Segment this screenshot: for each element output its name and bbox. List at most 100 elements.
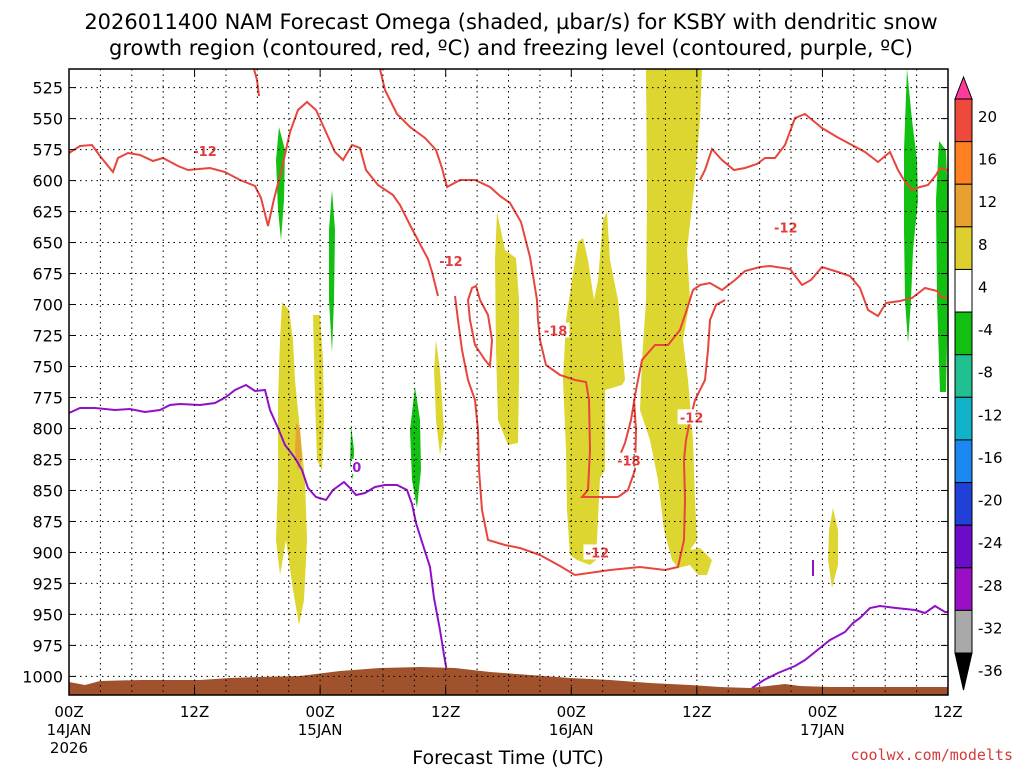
colorbar-top-arrow	[954, 75, 973, 100]
x-tick-date: 17JAN	[800, 721, 845, 739]
colorbar-label: -32	[978, 619, 1003, 637]
y-tick-label: 925	[32, 574, 63, 593]
colorbar-band	[954, 141, 973, 185]
plot-frame	[68, 68, 949, 696]
colorbar: 20 16 12 8 4 -4 -8 -12 -16 -20 -24 -28 -32 -36	[954, 75, 1003, 691]
omega-positive-region	[313, 315, 324, 470]
omega-negative-region	[936, 141, 948, 392]
colorbar-band	[954, 354, 973, 398]
contour-label-bg	[350, 458, 363, 474]
colorbar-label: -24	[978, 534, 1003, 552]
contour-label-bg	[541, 322, 570, 338]
x-tick-label: 12Z	[682, 703, 711, 721]
x-tick-label: 12Z	[180, 703, 209, 721]
colorbar-bottom-arrow	[954, 652, 973, 691]
colorbar-label: -20	[978, 492, 1003, 510]
y-tick-label: 825	[32, 450, 63, 469]
omega-positive-region	[276, 302, 307, 625]
dgz-contour	[699, 112, 949, 192]
x-tick-label: 12Z	[431, 703, 460, 721]
dgz-contour	[68, 100, 439, 297]
credit-text: coolwx.com/modelts	[850, 746, 1013, 764]
contour-label-bg	[614, 452, 643, 468]
colorbar-label: 4	[978, 278, 988, 296]
y-tick-label: 975	[32, 636, 63, 655]
x-tick-label: 12Z	[933, 703, 962, 721]
omega-positive-region	[828, 508, 838, 588]
contour-label: -18	[544, 325, 568, 340]
colorbar-label: -16	[978, 449, 1003, 467]
x-tick-date: 16JAN	[549, 721, 594, 739]
y-tick-label: 750	[32, 358, 63, 377]
freezing-level-contour	[68, 383, 448, 673]
y-tick-label: 675	[32, 265, 63, 284]
omega-negative-region	[410, 387, 421, 508]
dgz-contour	[617, 264, 949, 461]
contour-label: 0	[352, 461, 361, 476]
colorbar-band	[954, 482, 973, 526]
y-tick-label: 1000	[22, 667, 63, 686]
omega-shading	[276, 69, 948, 625]
y-tick-label: 900	[32, 543, 63, 562]
omega-positive-region	[640, 69, 712, 575]
y-tick-label: 850	[32, 481, 63, 500]
x-tick-label: 00Z	[808, 703, 837, 721]
y-tick-label: 650	[32, 234, 63, 253]
y-tick-label: 800	[32, 419, 63, 438]
dgz-contour	[379, 68, 618, 498]
contour-label: -18	[617, 455, 641, 470]
colorbar-label: 8	[978, 236, 988, 254]
colorbar-label: -8	[978, 364, 993, 382]
freezing-level-contour	[751, 604, 948, 689]
x-tick-year: 2026	[50, 739, 88, 757]
y-tick-label: 550	[32, 110, 63, 129]
y-tick-label: 725	[32, 327, 63, 346]
colorbar-band	[954, 439, 973, 484]
colorbar-band	[954, 311, 973, 356]
colorbar-label: -4	[978, 321, 993, 339]
x-tick-date: 15JAN	[298, 721, 343, 739]
colorbar-band	[954, 98, 973, 143]
y-tick-label: 950	[32, 605, 63, 624]
omega-positive-region	[434, 340, 444, 455]
contour-label-bg	[191, 142, 220, 158]
x-axis-label: Forecast Time (UTC)	[412, 747, 603, 768]
y-tick-label: 700	[32, 296, 63, 315]
colorbar-band	[954, 183, 973, 228]
x-tick-label: 00Z	[54, 703, 83, 721]
y-axis: 525 550 575 600 625 650 675 700 725 750 775 800 825 8…	[22, 79, 948, 686]
colorbar-band	[954, 396, 973, 441]
omega-positive-region	[295, 423, 302, 470]
colorbar-band	[954, 524, 973, 569]
omega-positive-region	[495, 212, 519, 445]
y-tick-label: 600	[32, 172, 63, 191]
contour-label: -12	[193, 145, 217, 160]
dgz-contour	[466, 284, 494, 369]
chart-title-line-2: growth region (contoured, red, ºC) and f…	[109, 36, 913, 60]
freezing-level-contours	[68, 383, 948, 689]
dgz-contour	[617, 399, 638, 498]
colorbar-label: -12	[978, 406, 1003, 424]
y-tick-label: 525	[32, 79, 63, 98]
chart-title-line-1: 2026011400 NAM Forecast Omega (shaded, µ…	[84, 10, 937, 34]
colorbar-band	[954, 609, 973, 654]
omega-negative-region	[329, 190, 335, 352]
colorbar-band	[954, 567, 973, 611]
x-tick-label: 00Z	[305, 703, 334, 721]
contour-label: -12	[586, 546, 610, 561]
y-tick-label: 625	[32, 203, 63, 222]
x-tick-label: 00Z	[557, 703, 586, 721]
omega-negative-region	[904, 69, 918, 343]
omega-positive-region	[563, 212, 625, 565]
colorbar-label: -36	[978, 662, 1003, 680]
y-tick-label: 775	[32, 388, 63, 407]
colorbar-band	[954, 268, 973, 313]
colorbar-label: -28	[978, 577, 1003, 595]
y-tick-label: 575	[32, 141, 63, 160]
colorbar-band	[954, 226, 973, 270]
contour-label: -12	[774, 222, 798, 237]
contour-label-bg	[771, 219, 800, 235]
dgz-contour	[454, 295, 687, 577]
